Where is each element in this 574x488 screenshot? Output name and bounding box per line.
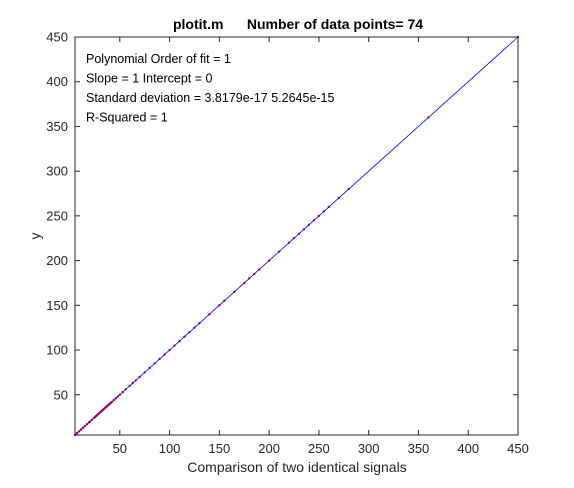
plot-area: 50 100 150 200 250 300 350 400 450 50 100 150 200 250… [46,30,529,457]
data-point-2 [77,430,81,433]
data-point-50 [198,322,201,325]
data-point-0 [73,433,77,437]
data-point-5 [83,424,87,428]
y-tick-label-6: 350 [46,119,68,134]
chart-title: plotit.m Number of data points= 74 [173,16,423,32]
data-point-57 [252,272,256,276]
data-point-54 [233,290,236,294]
data-point-58 [257,268,261,271]
data-point-60 [277,250,281,253]
data-point-8 [88,420,92,423]
data-point-63 [297,232,301,235]
x-tick-label-4: 250 [308,441,330,456]
annotation-0: Polynomial Order of fit = 1 [86,52,231,66]
data-point-72 [427,116,430,119]
y-tick-label-7: 400 [46,74,68,89]
data-point-39 [143,371,146,374]
x-tick-label-7: 400 [457,441,479,456]
data-point-30 [114,397,118,400]
data-point-53 [223,299,226,303]
data-point-65 [307,223,311,227]
data-point-41 [153,362,156,365]
data-point-35 [128,384,131,388]
y-tick-label-4: 250 [46,208,68,223]
data-point-48 [188,330,191,334]
y-tick-label-3: 200 [46,253,68,268]
data-point-3 [79,428,83,431]
annotation-2: Standard deviation = 3.8179e-17 5.2645e-… [86,91,335,105]
data-point-59 [267,259,271,262]
data-point-46 [178,339,181,343]
data-point-71 [347,187,350,191]
data-point-44 [168,348,171,352]
data-point-45 [173,344,176,347]
data-point-73 [516,35,520,39]
x-tick-label-1: 100 [159,441,181,456]
data-point-29 [112,398,116,402]
data-point-38 [138,375,141,379]
data-point-36 [131,381,134,385]
x-tick-label-2: 150 [208,441,230,456]
y-tick-label-8: 450 [46,30,68,45]
data-point-6 [85,423,89,426]
data-point-1 [75,432,79,435]
data-point-49 [193,326,196,329]
data-point-34 [124,388,127,391]
data-point-28 [110,400,114,404]
x-tick-label-0: 50 [113,441,127,456]
data-point-68 [322,210,326,213]
data-point-62 [292,237,296,240]
y-tick-label-5: 300 [46,164,68,179]
data-point-37 [134,379,137,382]
data-point-9 [90,418,94,421]
data-point-70 [337,196,341,200]
data-point-43 [163,353,166,356]
data-point-61 [287,241,291,244]
data-point-51 [208,313,211,316]
axes-box [74,36,519,436]
data-point-42 [158,357,161,361]
y-tick-label-1: 100 [46,343,68,358]
x-axis-label: Comparison of two identical signals [187,459,406,475]
x-tick-label-5: 300 [358,441,380,456]
annotation-1: Slope = 1 Intercept = 0 [86,72,213,86]
y-tick-label-2: 150 [46,298,68,313]
annotation-3: R-Squared = 1 [86,111,168,125]
data-point-4 [81,426,85,430]
x-tick-label-3: 200 [258,441,280,456]
x-tick-label-8: 450 [507,441,529,456]
data-point-69 [327,205,331,209]
data-point-31 [116,395,120,398]
x-tick-label-6: 350 [408,441,430,456]
y-tick-label-0: 50 [54,387,68,402]
data-point-52 [218,304,221,307]
data-point-32 [118,393,121,396]
data-point-67 [317,214,321,218]
data-point-55 [243,281,246,285]
data-point-64 [302,228,306,231]
data-point-47 [183,335,186,338]
y-axis-label: y [27,233,43,240]
data-point-56 [248,277,251,280]
data-point-33 [121,390,124,394]
data-point-66 [312,219,316,222]
data-point-40 [148,366,151,370]
